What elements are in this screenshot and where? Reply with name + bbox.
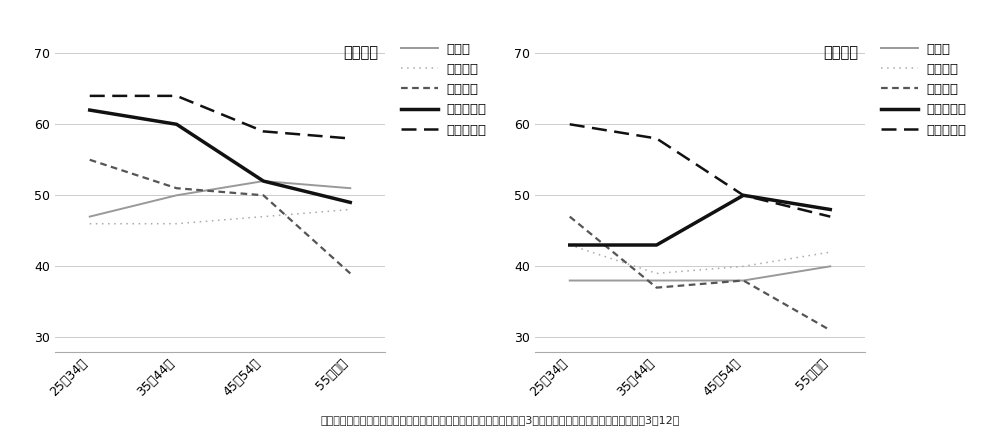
Legend: ドイツ, フランス, イギリス, 日本子あり, 日本子なし: ドイツ, フランス, イギリス, 日本子あり, 日本子なし — [881, 43, 966, 137]
Legend: ドイツ, フランス, イギリス, 日本子あり, 日本子なし: ドイツ, フランス, イギリス, 日本子あり, 日本子なし — [401, 43, 486, 137]
Text: 出典：「医師の働き方改革：日本医学会連合からの報告と提言」令和3年度女性医師支援担当者連絡会　令和3年12月: 出典：「医師の働き方改革：日本医学会連合からの報告と提言」令和3年度女性医師支援… — [320, 415, 680, 425]
Text: 男性医師: 男性医師 — [343, 45, 378, 60]
Text: 女性医師: 女性医師 — [823, 45, 858, 60]
